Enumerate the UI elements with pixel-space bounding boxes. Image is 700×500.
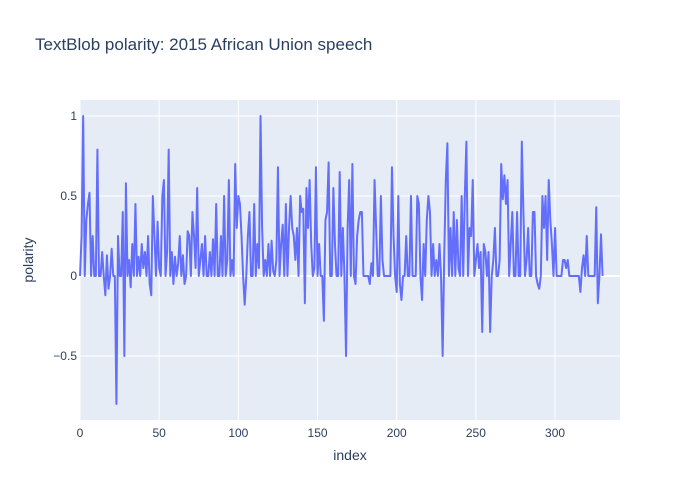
x-tick-label: 0	[77, 426, 84, 440]
x-axis-title: index	[333, 447, 366, 463]
x-axis-ticks: 0 50 100 150 200 250 300	[77, 426, 566, 440]
y-tick-label: 0.5	[60, 189, 77, 203]
x-tick-label: 150	[308, 426, 328, 440]
x-tick-label: 200	[387, 426, 407, 440]
y-axis-ticks: −0.5 0 0.5 1	[53, 109, 77, 363]
y-tick-label: 0	[70, 269, 77, 283]
y-tick-label: 1	[70, 109, 77, 123]
y-axis-title: polarity	[20, 237, 36, 282]
x-tick-label: 250	[466, 426, 486, 440]
chart-title: TextBlob polarity: 2015 African Union sp…	[35, 35, 372, 54]
polarity-series-line	[79, 115, 604, 405]
x-tick-label: 100	[228, 426, 248, 440]
y-tick-label: −0.5	[53, 349, 77, 363]
x-tick-label: 50	[152, 426, 166, 440]
x-tick-label: 300	[545, 426, 565, 440]
